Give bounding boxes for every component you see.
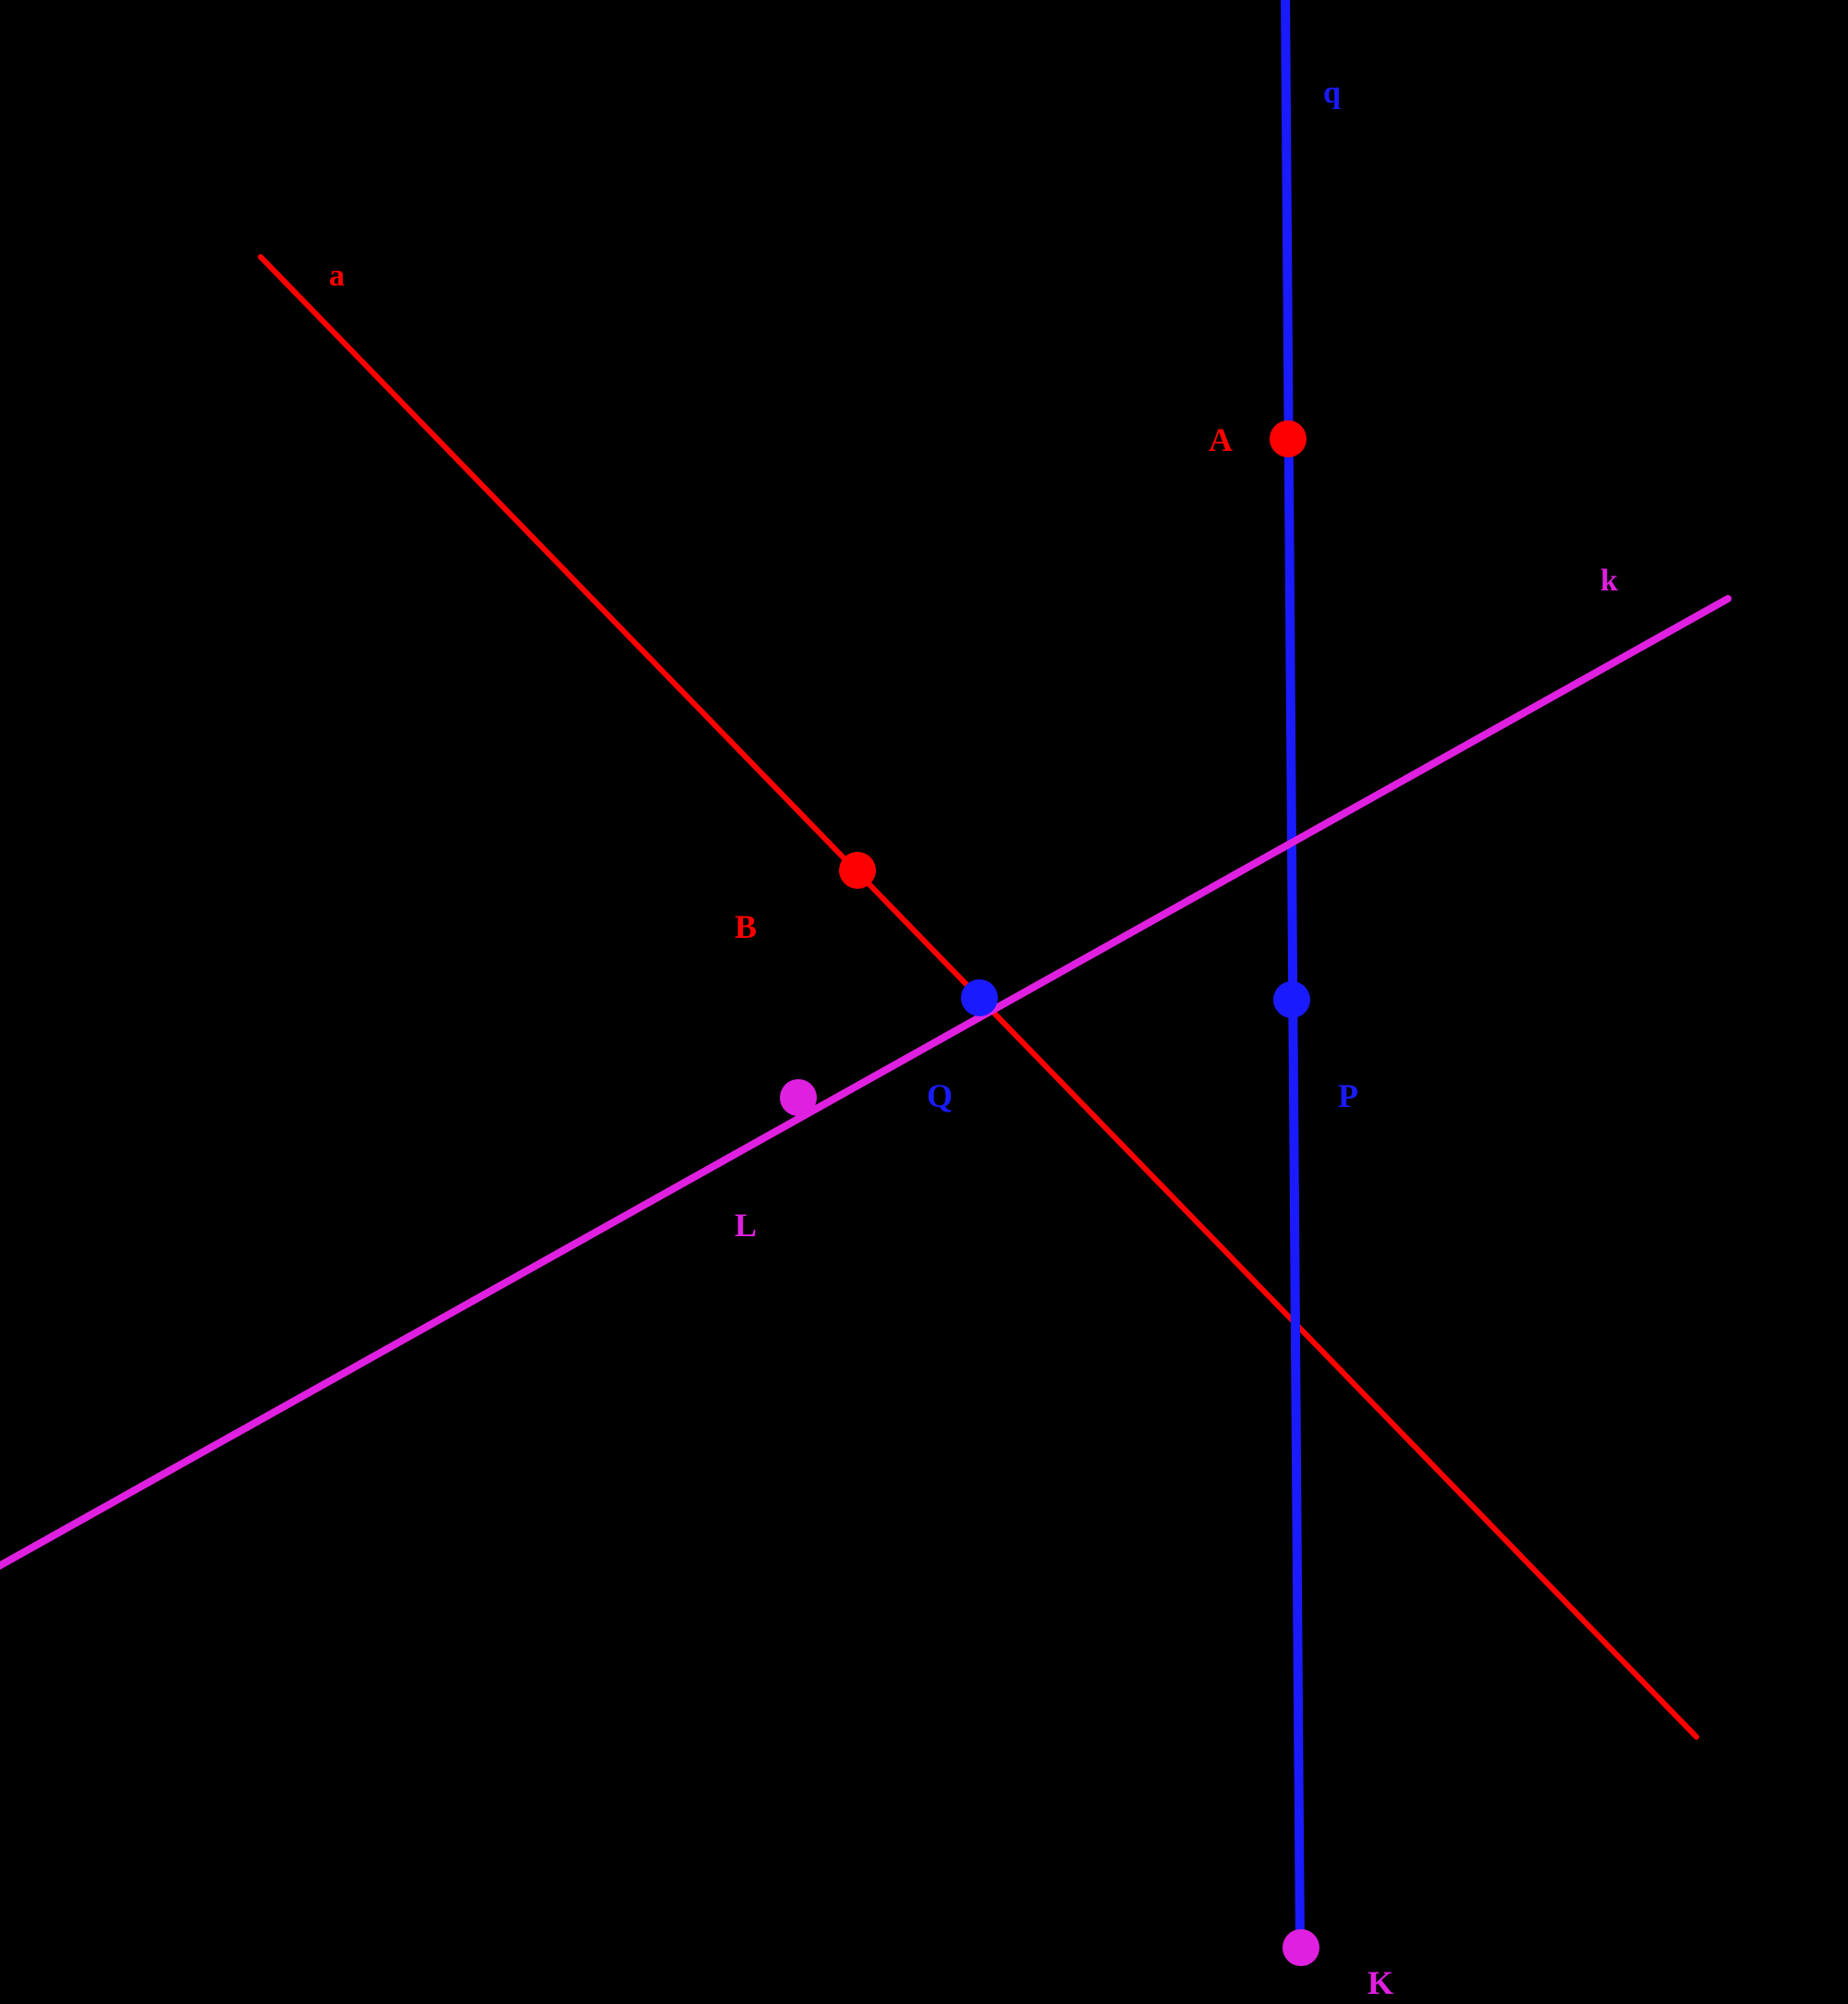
- point-L: [780, 1079, 817, 1116]
- point-A: [1270, 420, 1307, 457]
- label-point-B: B: [735, 907, 757, 946]
- point-Q: [961, 979, 998, 1016]
- line-k: [0, 599, 1728, 1571]
- label-line-k: k: [1600, 564, 1618, 599]
- point-K: [1283, 1929, 1319, 1966]
- label-line-q: q: [1323, 76, 1341, 111]
- point-P: [1273, 981, 1310, 1018]
- diagram-canvas: [0, 0, 1848, 2004]
- label-point-A: A: [1209, 420, 1233, 459]
- label-point-P: P: [1338, 1076, 1358, 1115]
- label-point-K: K: [1368, 1963, 1393, 2002]
- label-point-Q: Q: [927, 1076, 953, 1115]
- label-line-a: a: [329, 259, 345, 294]
- point-B: [839, 852, 876, 889]
- label-point-L: L: [735, 1206, 757, 1245]
- line-q: [1285, 0, 1300, 1949]
